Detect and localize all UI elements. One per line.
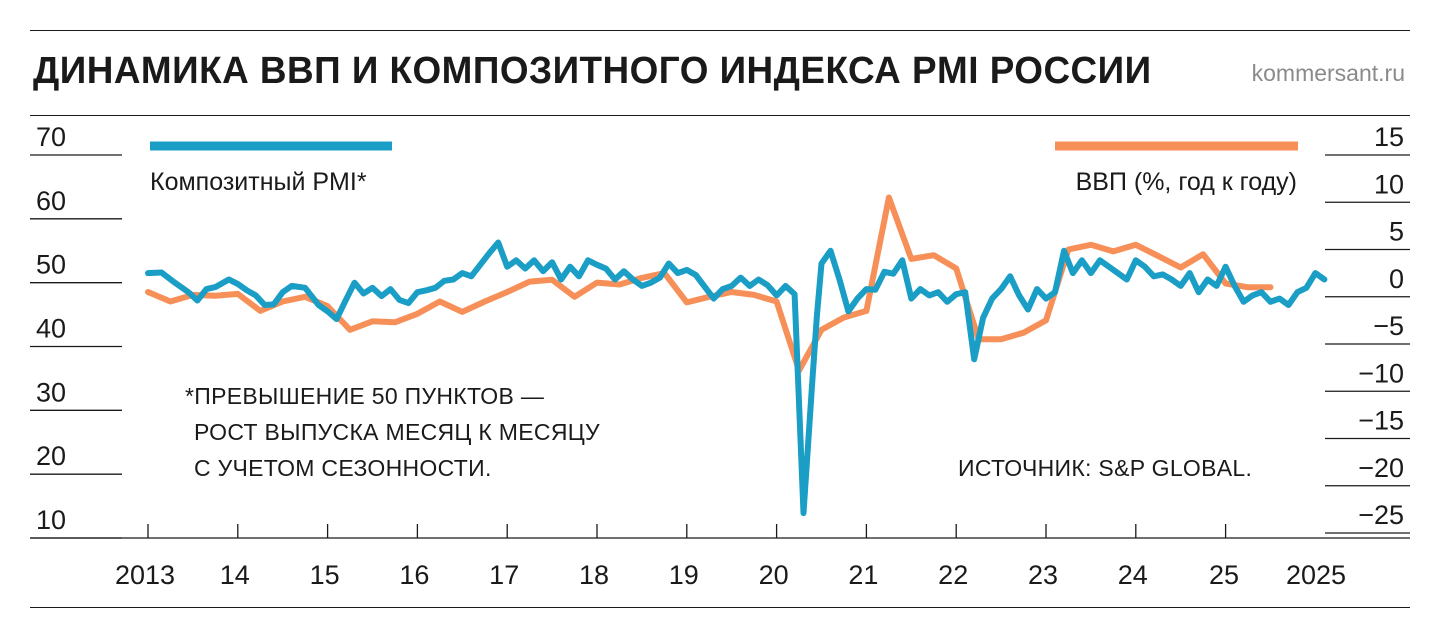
x-tick-label: 23 (1028, 560, 1058, 590)
right-tick-label: −20 (1358, 453, 1404, 483)
right-tick-label: −10 (1358, 358, 1404, 388)
x-tick-label: 19 (669, 560, 699, 590)
x-tick-label: 2025 (1286, 560, 1346, 590)
right-tick-label: −25 (1358, 500, 1404, 530)
x-tick-label: 24 (1118, 560, 1148, 590)
right-tick-label: −5 (1373, 311, 1404, 341)
top-rule (30, 30, 1410, 31)
source-note: ИСТОЧНИК: S&P GLOBAL. (958, 455, 1252, 481)
x-tick-label: 16 (399, 560, 429, 590)
left-axis-grid: 70 60 50 40 30 20 10 (30, 122, 122, 539)
right-tick-label: −15 (1358, 406, 1404, 436)
right-tick-label: 10 (1374, 169, 1404, 199)
right-tick-label: 5 (1389, 217, 1404, 247)
right-tick-label: 0 (1389, 264, 1404, 294)
footnote-line-1: *ПРЕВЫШЕНИЕ 50 ПУНКТОВ — (185, 383, 544, 409)
right-tick-label: 15 (1374, 122, 1404, 152)
left-tick-label: 60 (36, 186, 66, 216)
footnote-line-2: РОСТ ВЫПУСКА МЕСЯЦ К МЕСЯЦУ (194, 419, 600, 445)
left-tick-label: 20 (36, 441, 66, 471)
right-axis-grid: 15 10 5 0 −5 −10 −15 −20 −25 (1325, 122, 1410, 534)
chart-title: ДИНАМИКА ВВП И КОМПОЗИТНОГО ИНДЕКСА PMI … (33, 50, 1152, 92)
left-tick-label: 40 (36, 314, 66, 344)
brand-label: kommersant.ru (1251, 60, 1405, 86)
header-rule (30, 115, 1410, 116)
x-axis: 2013 14 15 16 17 18 19 20 21 22 23 24 25 2025 (30, 524, 1410, 590)
left-tick-label: 70 (36, 122, 66, 152)
gdp-legend-label: ВВП (%, год к году) (1076, 168, 1297, 196)
footnote-line-3: С УЧЕТОМ СЕЗОННОСТИ. (194, 455, 492, 481)
left-tick-label: 30 (36, 377, 66, 407)
gdp-series-line (145, 194, 1274, 374)
x-tick-label: 25 (1209, 560, 1239, 590)
pmi-series-line (145, 239, 1328, 517)
x-tick-label: 20 (759, 560, 789, 590)
x-tick-label: 18 (579, 560, 609, 590)
x-tick-label: 22 (938, 560, 968, 590)
x-tick-label: 15 (310, 560, 340, 590)
left-tick-label: 10 (36, 505, 66, 535)
x-tick-label: 21 (848, 560, 878, 590)
x-tick-label: 17 (489, 560, 519, 590)
x-tick-label: 2013 (115, 560, 175, 590)
pmi-legend-label: Композитный PMI* (150, 168, 367, 196)
bottom-rule (30, 607, 1410, 608)
x-tick-label: 14 (220, 560, 250, 590)
left-tick-label: 50 (36, 250, 66, 280)
